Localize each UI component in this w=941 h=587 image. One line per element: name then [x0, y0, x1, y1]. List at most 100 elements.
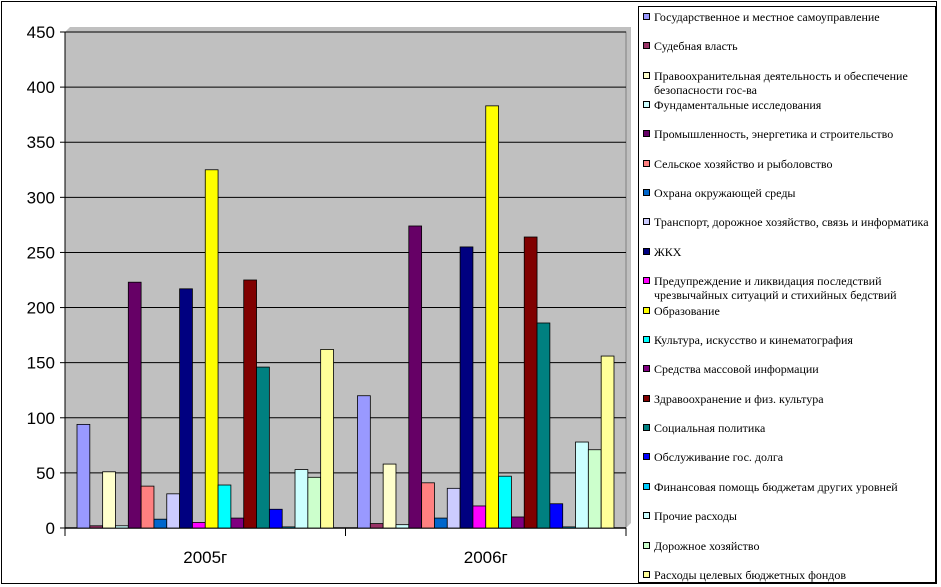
x-category-label: 2005г [183, 548, 227, 567]
legend-swatch [643, 218, 650, 225]
bar [562, 526, 576, 529]
legend-item: Промышленность, энергетика и строительст… [643, 127, 933, 141]
legend-label: Государственное и местное самоуправление [654, 10, 880, 24]
legend-item: Финансовая помощь бюджетам других уровне… [643, 480, 933, 494]
legend-item: Правоохранительная деятельность и обеспе… [643, 69, 933, 97]
y-tick-label: 350 [27, 133, 55, 152]
legend: Государственное и местное самоуправление… [638, 6, 936, 583]
y-tick-label: 150 [27, 354, 55, 373]
legend-item: Транспорт, дорожное хозяйство, связь и и… [643, 215, 933, 229]
legend-label: Здравоохранение и физ. культура [654, 392, 824, 406]
legend-swatch [643, 365, 650, 372]
legend-swatch [643, 42, 650, 49]
bar [153, 518, 168, 529]
bar [256, 366, 270, 529]
legend-label: Транспорт, дорожное хозяйство, связь и и… [654, 215, 929, 229]
legend-item: Культура, искусство и кинематография [643, 333, 933, 347]
y-tick-label: 450 [27, 23, 55, 42]
bar [600, 355, 615, 529]
legend-label: Охрана окружающей среды [654, 186, 796, 200]
legend-swatch [643, 248, 650, 255]
legend-item: Фундаментальные исследования [643, 98, 933, 112]
bar [575, 441, 589, 529]
bar [192, 522, 206, 529]
legend-label: Промышленность, энергетика и строительст… [654, 127, 894, 141]
legend-swatch [643, 13, 650, 20]
bar [76, 423, 91, 529]
bar [243, 279, 257, 529]
legend-label: Предупреждение и ликвидация последствий … [654, 274, 897, 302]
legend-item: Средства массовой информации [643, 362, 933, 376]
bar [446, 487, 461, 529]
bar [498, 475, 512, 529]
y-tick-label: 0 [46, 519, 55, 538]
legend-item: Здравоохранение и физ. культура [643, 392, 933, 406]
legend-swatch [643, 130, 650, 137]
bar [281, 526, 296, 529]
legend-swatch [643, 483, 650, 490]
legend-item: Сельское хозяйство и рыболовство [643, 157, 933, 171]
bar [587, 449, 602, 529]
bar [166, 493, 180, 529]
legend-label: Средства массовой информации [654, 362, 819, 376]
y-tick-label: 200 [27, 299, 55, 318]
legend-item: Прочие расходы [643, 509, 933, 523]
bar [549, 503, 564, 529]
legend-item: Обслуживание гос. долга [643, 450, 933, 464]
bar [434, 517, 448, 529]
legend-swatch [643, 542, 650, 549]
legend-swatch [643, 512, 650, 519]
legend-item: Государственное и местное самоуправление [643, 10, 933, 24]
plot-area: 0 50 100 150 200 250 300 350 400 450 2005г 2006г [27, 23, 631, 567]
bar [115, 525, 129, 529]
y-tick-label: 50 [36, 464, 55, 483]
legend-label: Финансовая помощь бюджетам других уровне… [654, 480, 898, 494]
legend-swatch [643, 453, 650, 460]
legend-label: Расходы целевых бюджетных фондов [654, 568, 847, 582]
x-category-label: 2006г [464, 548, 508, 567]
legend-label: Фундаментальные исследования [654, 98, 822, 112]
bar [268, 508, 283, 529]
legend-swatch [643, 160, 650, 167]
legend-label: Обслуживание гос. долга [654, 450, 784, 464]
bar [89, 525, 104, 529]
legend-item: Расходы целевых бюджетных фондов [643, 568, 933, 582]
legend-item: Образование [643, 304, 933, 318]
legend-label: Прочие расходы [654, 509, 737, 523]
legend-label: Дорожное хозяйство [654, 539, 760, 553]
legend-label: Социальная политика [654, 421, 766, 435]
legend-swatch [643, 424, 650, 431]
bar [485, 105, 499, 529]
y-tick-label: 400 [27, 78, 55, 97]
legend-swatch [643, 72, 650, 79]
bar [357, 395, 371, 529]
y-tick-label: 100 [27, 409, 55, 428]
legend-item: Социальная политика [643, 421, 933, 435]
bar [408, 225, 423, 529]
y-tick-label: 300 [27, 188, 55, 207]
legend-swatch [643, 307, 650, 314]
legend-item: Охрана окружающей среды [643, 186, 933, 200]
legend-label: Образование [654, 304, 720, 318]
legend-label: ЖКХ [654, 245, 682, 259]
legend-label: Судебная власть [654, 39, 738, 53]
legend-swatch [643, 277, 650, 284]
legend-item: Судебная власть [643, 39, 933, 53]
bar [140, 485, 155, 529]
legend-swatch [643, 571, 650, 578]
legend-label: Сельское хозяйство и рыболовство [654, 157, 833, 171]
legend-swatch [643, 189, 650, 196]
bar [127, 281, 142, 529]
bar [179, 288, 193, 529]
legend-swatch [643, 101, 650, 108]
legend-item: Предупреждение и ликвидация последствий … [643, 274, 933, 302]
bar [382, 463, 397, 529]
legend-swatch [643, 336, 650, 343]
bar [459, 246, 474, 529]
bar [472, 505, 487, 529]
bar [230, 517, 245, 529]
bar [369, 523, 384, 529]
bar [204, 169, 219, 529]
legend-label: Правоохранительная деятельность и обеспе… [654, 69, 908, 97]
y-tick-label: 250 [27, 243, 55, 262]
